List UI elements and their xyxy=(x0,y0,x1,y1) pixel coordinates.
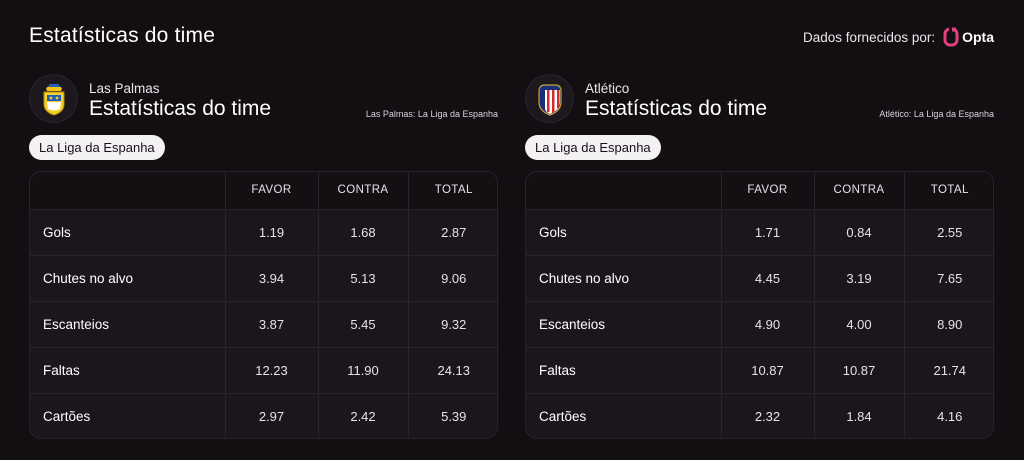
stats-table: FAVOR CONTRA TOTAL Gols 1.19 1.68 2.87 C… xyxy=(30,172,497,438)
data-provider: Dados fornecidos por: Opta xyxy=(803,27,994,47)
column-header-contra: CONTRA xyxy=(813,172,904,210)
column-header-favor: FAVOR xyxy=(224,172,318,210)
table-row: Gols 1.19 1.68 2.87 xyxy=(30,209,497,256)
stats-table: FAVOR CONTRA TOTAL Gols 1.71 0.84 2.55 C… xyxy=(526,172,993,438)
stat-contra: 5.45 xyxy=(317,301,408,348)
stat-total: 8.90 xyxy=(903,301,993,348)
stat-label: Faltas xyxy=(526,347,721,394)
column-header-total: TOTAL xyxy=(903,172,993,210)
table-row: Faltas 12.23 11.90 24.13 xyxy=(30,347,497,394)
stat-favor: 1.71 xyxy=(720,209,814,256)
las-palmas-crest-icon xyxy=(43,83,64,116)
stat-label: Cartões xyxy=(30,393,225,438)
stat-contra: 3.19 xyxy=(813,255,904,302)
stat-favor: 1.19 xyxy=(224,209,318,256)
stat-total: 2.55 xyxy=(903,209,993,256)
stat-total: 21.74 xyxy=(903,347,993,394)
table-row: Faltas 10.87 10.87 21.74 xyxy=(526,347,993,394)
team-stats-heading: Estatísticas do time xyxy=(585,97,768,120)
stat-label: Faltas xyxy=(30,347,225,394)
table-row: Cartões 2.97 2.42 5.39 xyxy=(30,393,497,438)
competition-note: Las Palmas: La Liga da Espanha xyxy=(365,109,498,119)
team-name: Atlético xyxy=(585,81,630,96)
stat-favor: 2.32 xyxy=(720,393,814,438)
stats-table-card: FAVOR CONTRA TOTAL Gols 1.19 1.68 2.87 C… xyxy=(29,171,498,439)
table-row: Escanteios 3.87 5.45 9.32 xyxy=(30,301,497,348)
stat-contra: 1.68 xyxy=(317,209,408,256)
stat-label: Chutes no alvo xyxy=(526,255,721,302)
stat-label: Gols xyxy=(526,209,721,256)
stat-contra: 1.84 xyxy=(813,393,904,438)
stat-label: Escanteios xyxy=(30,301,225,348)
stat-contra: 10.87 xyxy=(813,347,904,394)
stat-label: Cartões xyxy=(526,393,721,438)
table-row: Cartões 2.32 1.84 4.16 xyxy=(526,393,993,438)
opta-icon xyxy=(943,27,959,47)
table-header-row: FAVOR CONTRA TOTAL xyxy=(30,172,497,210)
league-filter-pill[interactable]: La Liga da Espanha xyxy=(525,135,661,160)
stat-total: 9.06 xyxy=(407,255,497,302)
column-header-stat xyxy=(526,172,721,210)
column-header-stat xyxy=(30,172,225,210)
stat-contra: 4.00 xyxy=(813,301,904,348)
table-header-row: FAVOR CONTRA TOTAL xyxy=(526,172,993,210)
stat-favor: 4.45 xyxy=(720,255,814,302)
team-crest[interactable] xyxy=(29,74,78,123)
provider-text: Dados fornecidos por: xyxy=(803,29,936,45)
column-header-favor: FAVOR xyxy=(720,172,814,210)
stat-contra: 0.84 xyxy=(813,209,904,256)
stat-favor: 2.97 xyxy=(224,393,318,438)
stat-favor: 10.87 xyxy=(720,347,814,394)
table-row: Chutes no alvo 4.45 3.19 7.65 xyxy=(526,255,993,302)
stat-favor: 3.87 xyxy=(224,301,318,348)
stat-favor: 4.90 xyxy=(720,301,814,348)
table-row: Gols 1.71 0.84 2.55 xyxy=(526,209,993,256)
stat-contra: 5.13 xyxy=(317,255,408,302)
stat-favor: 3.94 xyxy=(224,255,318,302)
stat-label: Escanteios xyxy=(526,301,721,348)
opta-logo[interactable]: Opta xyxy=(943,27,994,47)
stat-label: Gols xyxy=(30,209,225,256)
team-name: Las Palmas xyxy=(89,81,160,96)
competition-note: Atlético: La Liga da Espanha xyxy=(879,109,994,119)
column-header-total: TOTAL xyxy=(407,172,497,210)
page-title: Estatísticas do time xyxy=(29,24,216,47)
team-header: Las Palmas Estatísticas do time Las Palm… xyxy=(29,74,498,126)
stat-total: 5.39 xyxy=(407,393,497,438)
atletico-crest-icon xyxy=(537,83,562,116)
column-header-contra: CONTRA xyxy=(317,172,408,210)
team-panel-atletico: Atlético Estatísticas do time Atlético: … xyxy=(525,74,994,439)
stat-total: 2.87 xyxy=(407,209,497,256)
team-panel-las-palmas: Las Palmas Estatísticas do time Las Palm… xyxy=(29,74,498,439)
stat-total: 9.32 xyxy=(407,301,497,348)
opta-brand: Opta xyxy=(962,29,994,45)
stat-contra: 2.42 xyxy=(317,393,408,438)
stat-total: 24.13 xyxy=(407,347,497,394)
stat-label: Chutes no alvo xyxy=(30,255,225,302)
table-row: Chutes no alvo 3.94 5.13 9.06 xyxy=(30,255,497,302)
table-row: Escanteios 4.90 4.00 8.90 xyxy=(526,301,993,348)
team-header: Atlético Estatísticas do time Atlético: … xyxy=(525,74,994,126)
stat-favor: 12.23 xyxy=(224,347,318,394)
league-filter-pill[interactable]: La Liga da Espanha xyxy=(29,135,165,160)
stat-contra: 11.90 xyxy=(317,347,408,394)
stat-total: 4.16 xyxy=(903,393,993,438)
stat-total: 7.65 xyxy=(903,255,993,302)
stats-table-card: FAVOR CONTRA TOTAL Gols 1.71 0.84 2.55 C… xyxy=(525,171,994,439)
team-crest[interactable] xyxy=(525,74,574,123)
team-stats-heading: Estatísticas do time xyxy=(89,97,272,120)
